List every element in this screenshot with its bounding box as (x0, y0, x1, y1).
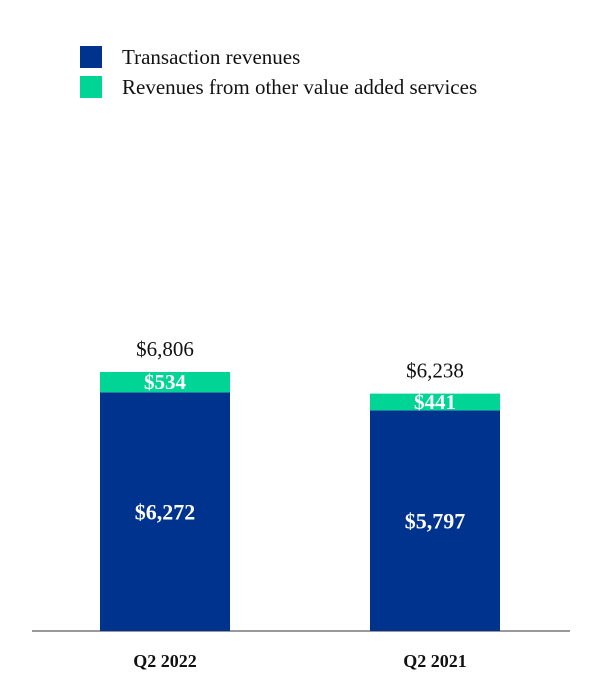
bar-segment-other-services-1 (370, 393, 500, 411)
legend-item-transaction-revenues: Transaction revenues (80, 42, 477, 72)
data-label-other-services-1: $441 (414, 390, 456, 414)
legend-item-other-services: Revenues from other value added services (80, 72, 477, 102)
total-label-0: $6,806 (136, 337, 194, 361)
bar-segment-transaction-0 (100, 392, 230, 631)
data-label-transaction-1: $5,797 (405, 509, 466, 534)
legend-swatch-other-services (80, 76, 102, 98)
data-label-other-services-0: $534 (144, 370, 187, 394)
data-label-transaction-0: $6,272 (135, 500, 196, 525)
bar-segment-transaction-1 (370, 410, 500, 631)
bar-segment-other-services-0 (100, 372, 230, 393)
category-label-0: Q2 2022 (133, 651, 197, 671)
chart-legend: Transaction revenues Revenues from other… (80, 42, 477, 102)
total-label-1: $6,238 (406, 359, 464, 383)
category-label-1: Q2 2021 (403, 651, 467, 671)
legend-label-transaction-revenues: Transaction revenues (122, 44, 301, 69)
legend-label-other-services: Revenues from other value added services (122, 74, 478, 99)
legend-swatch-transaction-revenues (80, 46, 102, 68)
